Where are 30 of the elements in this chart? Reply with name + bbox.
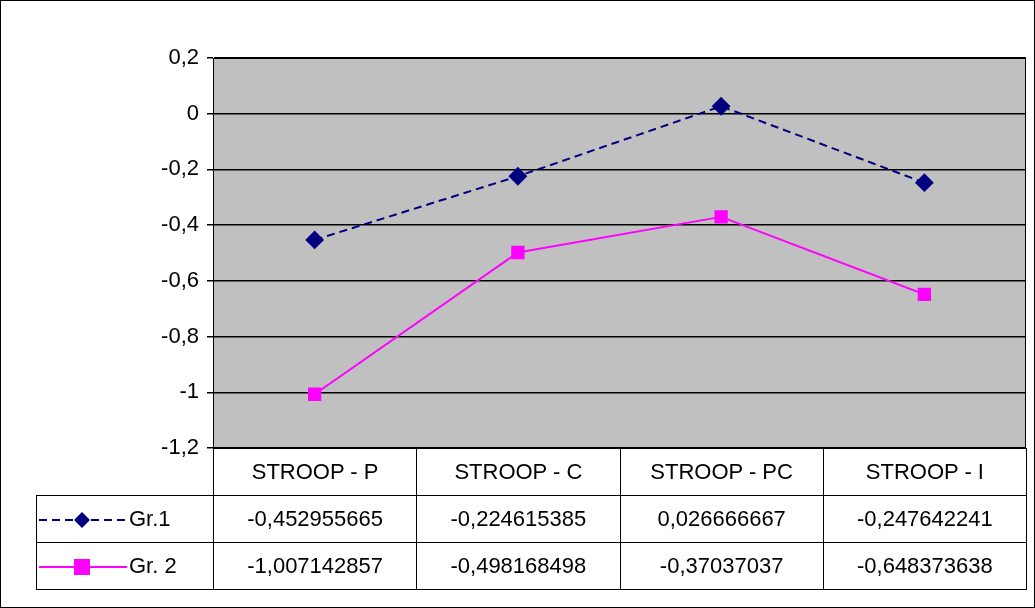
y-tick-label: -0,2 (161, 155, 199, 181)
y-tick-label: -0,8 (161, 322, 199, 348)
y-tick-label: 0 (186, 99, 199, 125)
point (511, 245, 525, 260)
point (712, 97, 731, 116)
point (508, 167, 527, 186)
data-label: -0,224615385 (416, 495, 620, 543)
x-tick-label: STROOP - C (416, 448, 620, 496)
x-tick-label: STROOP - I (823, 448, 1027, 496)
data-label: -0,648373638 (823, 542, 1027, 590)
point (307, 387, 322, 401)
data-label: 0,026666667 (620, 495, 824, 543)
data-label: -1,007142857 (213, 542, 417, 590)
x-tick-label: STROOP - P (213, 448, 417, 496)
data-label: -0,247642241 (823, 495, 1027, 543)
point (714, 210, 728, 224)
point (915, 173, 934, 192)
x-tick-label: STROOP - PC (620, 448, 824, 496)
legend-label: Gr.1 (129, 506, 171, 531)
y-tick-label: 0,2 (168, 44, 199, 70)
data-label: -0,498168498 (416, 542, 620, 590)
point (305, 230, 324, 249)
y-tick-label: -0,6 (161, 266, 199, 292)
y-tick-label: -0,4 (161, 211, 199, 237)
point (917, 287, 932, 301)
data-label: -0,452955665 (213, 495, 417, 543)
y-tick-label: -1,2 (161, 434, 199, 460)
y-tick-label: -1 (179, 378, 199, 404)
data-label: -0,37037037 (620, 542, 824, 590)
legend-label: Gr. 2 (129, 553, 177, 578)
